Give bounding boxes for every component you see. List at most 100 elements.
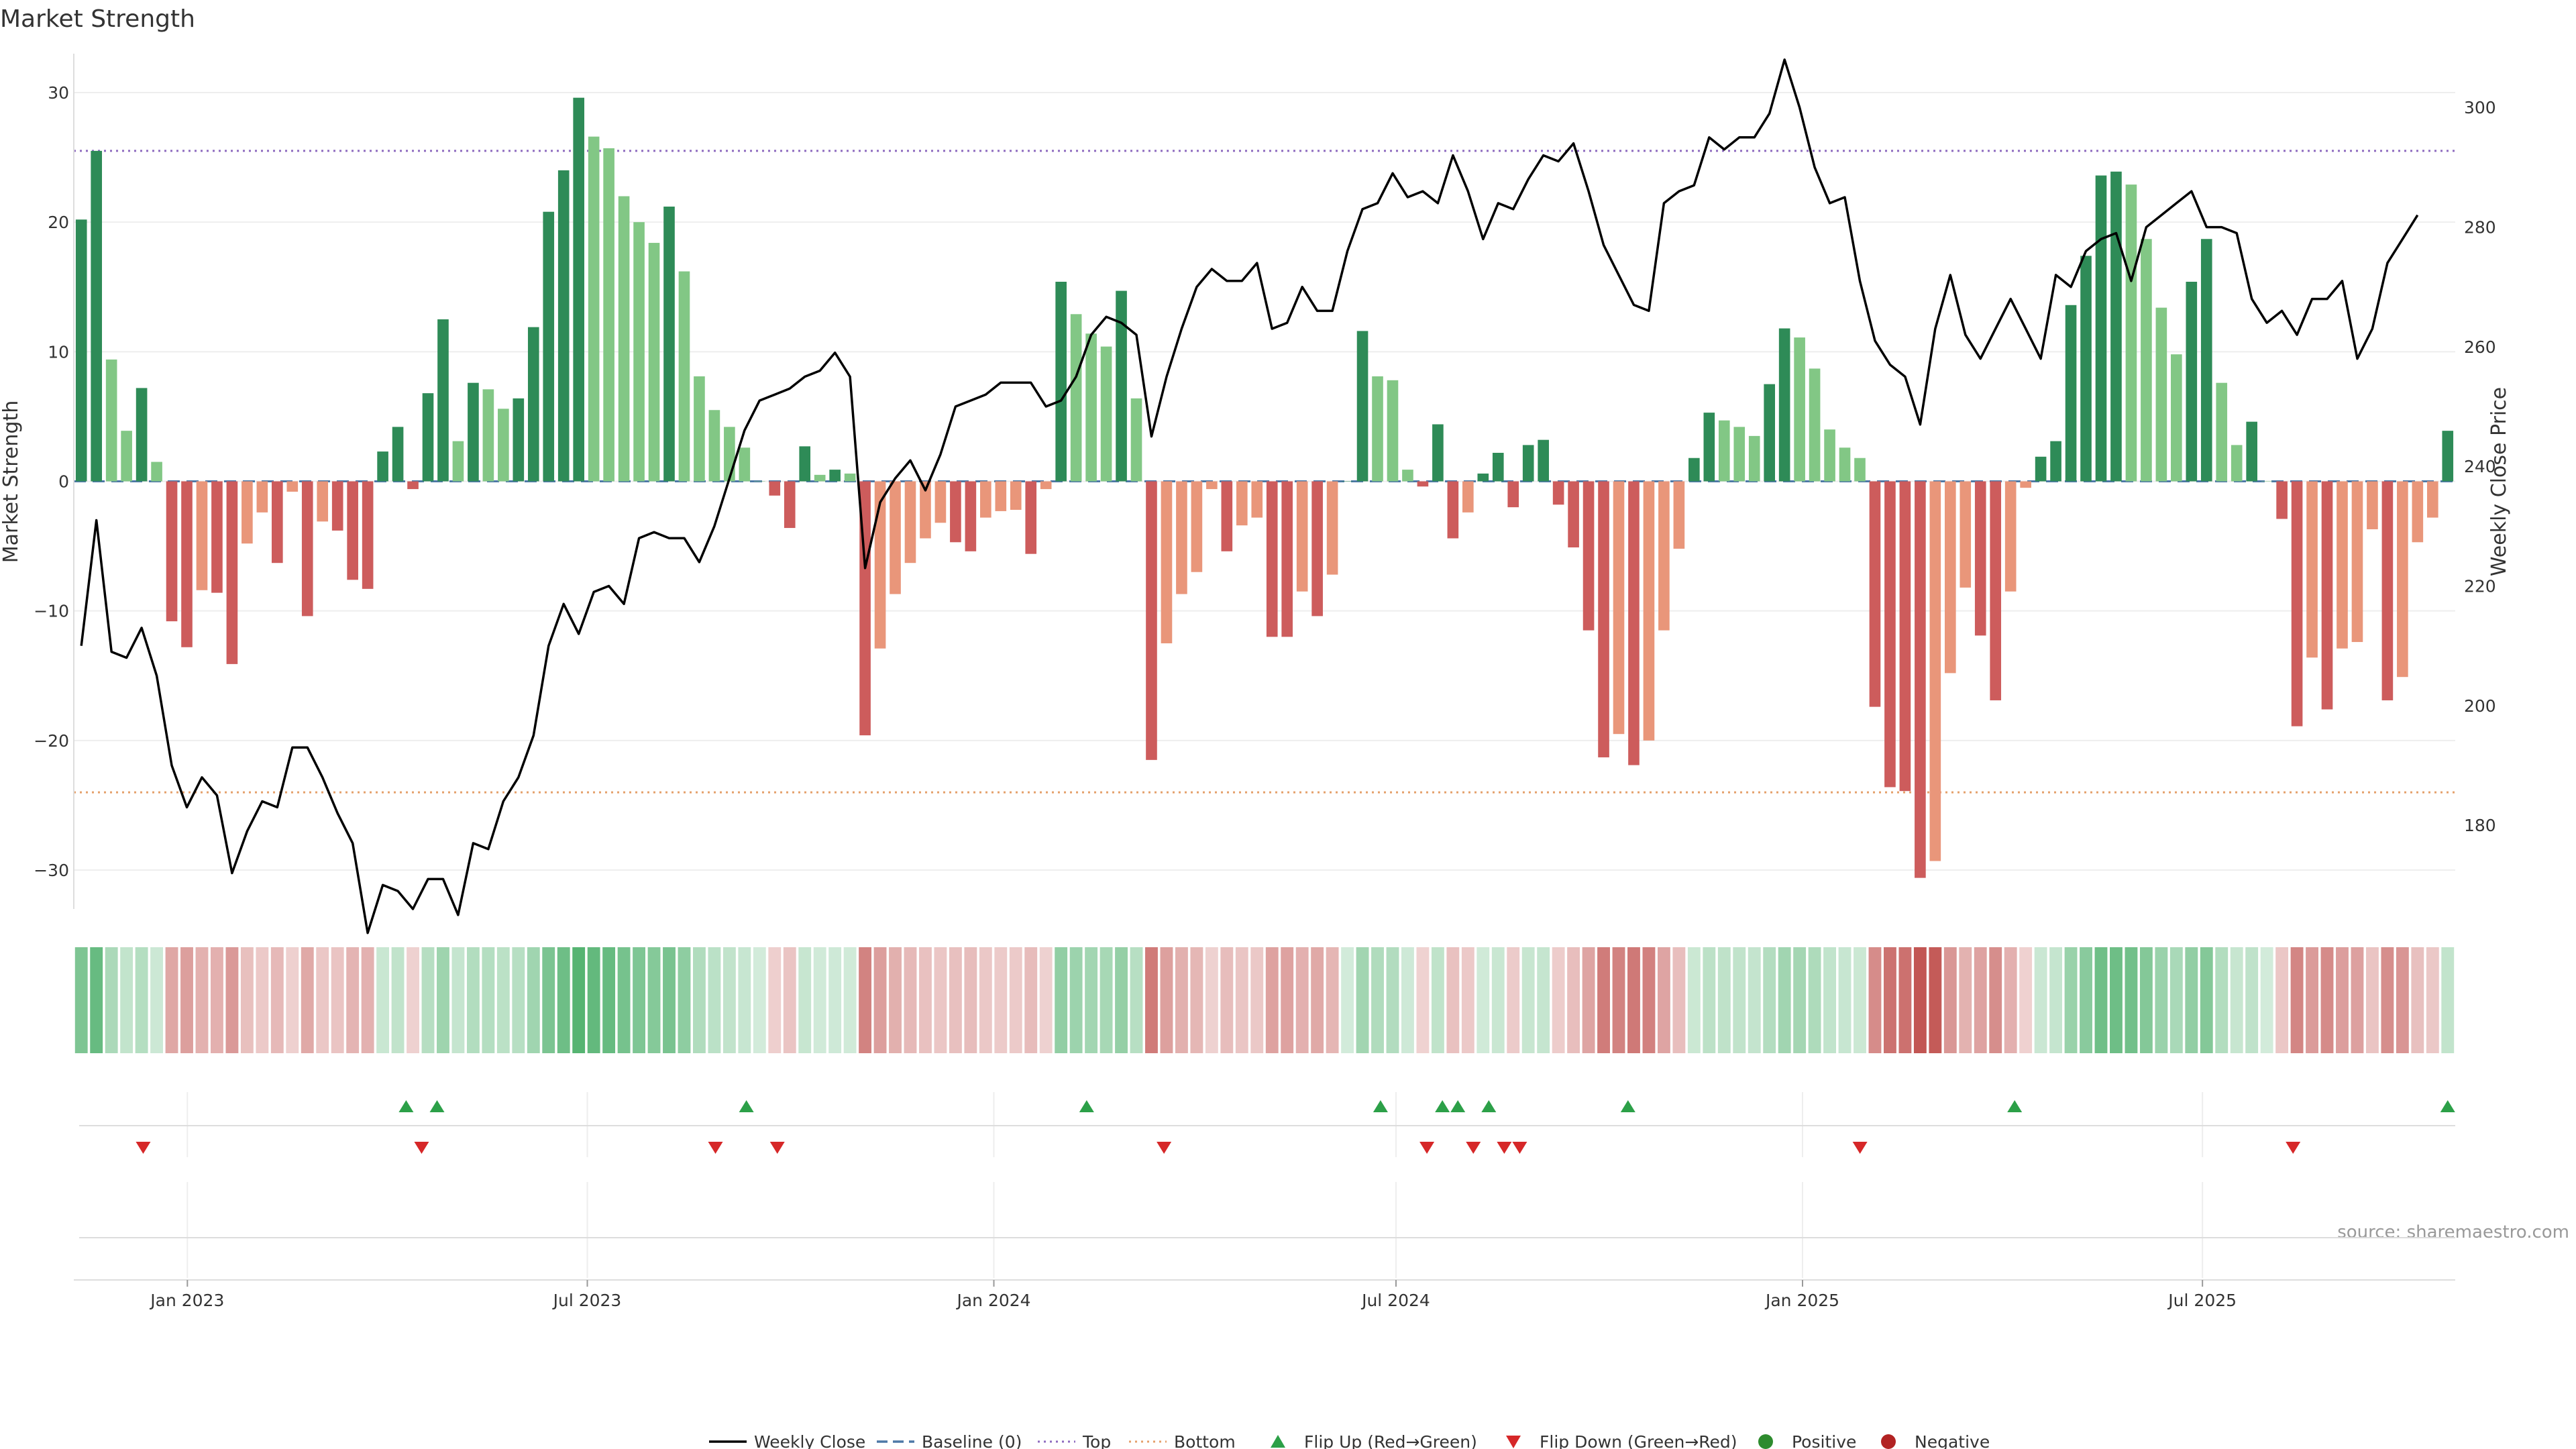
strength-bar (482, 389, 494, 482)
y2-tick-label: 240 (2464, 457, 2496, 476)
heat-cell (2215, 947, 2229, 1053)
strength-bar (1100, 346, 1112, 482)
strength-bar (1778, 328, 1790, 482)
strength-bar (1974, 481, 1986, 636)
flip-up-marker (1373, 1100, 1388, 1112)
heat-cell (2351, 947, 2364, 1053)
strength-bar (708, 410, 720, 482)
x-tick-label: Jul 2023 (552, 1291, 622, 1310)
flip-up-marker (2440, 1100, 2455, 1112)
legend: Weekly Close Baseline (0) Top Bottom Flip Up… (709, 1432, 1990, 1449)
heat-cell (316, 947, 329, 1053)
strength-bar (1794, 337, 1805, 482)
heat-cell (1099, 947, 1113, 1053)
heat-cell (994, 947, 1008, 1053)
heat-cell (617, 947, 631, 1053)
strength-bar (1025, 481, 1037, 554)
y2-tick-label: 180 (2464, 816, 2496, 835)
heat-cell (1085, 947, 1098, 1053)
y-tick-label: 10 (48, 342, 69, 362)
strength-bar (498, 409, 509, 482)
heat-cell (1039, 947, 1053, 1053)
strength-bar (814, 474, 826, 482)
strength-bar (2020, 481, 2031, 488)
heat-cell (2230, 947, 2243, 1053)
heat-cell (1115, 947, 1128, 1053)
strength-bar (1356, 331, 1368, 482)
strength-bar (769, 481, 781, 496)
flip-down-marker (1512, 1142, 1527, 1154)
strength-bar (1085, 333, 1097, 482)
y2-tick-label: 200 (2464, 696, 2496, 716)
heat-cell (1733, 947, 1746, 1053)
heat-cell (1582, 947, 1595, 1053)
strength-bar (2110, 171, 2122, 482)
heat-cell (1341, 947, 1354, 1053)
strength-bar (633, 222, 645, 482)
flip-up-marker (739, 1100, 754, 1112)
heat-cell (1446, 947, 1460, 1053)
strength-bar (347, 481, 358, 580)
heat-cell (1974, 947, 1987, 1053)
heat-cell (2110, 947, 2123, 1053)
strength-bar (1191, 481, 1203, 572)
y-tick-label: −30 (34, 861, 69, 880)
strength-bar (934, 481, 947, 523)
heat-cell (2004, 947, 2017, 1053)
y-axis-label: Market Strength (0, 400, 23, 563)
strength-bar (2080, 256, 2092, 482)
heat-cell (1808, 947, 1821, 1053)
source-label: source: sharemaestro.com (2337, 1222, 2569, 1242)
strength-bar (2321, 481, 2333, 710)
heat-cell (331, 947, 344, 1053)
heat-cell (2336, 947, 2349, 1053)
heat-cell (1672, 947, 1686, 1053)
heat-cell (843, 947, 857, 1053)
heat-cell (1130, 947, 1143, 1053)
strength-bar (1387, 380, 1399, 482)
strength-bar (890, 481, 901, 594)
strength-bar (75, 219, 87, 482)
strength-bar (1447, 481, 1459, 539)
strength-bar (1990, 481, 2002, 700)
flip-down-marker (769, 1142, 785, 1154)
heat-cell (1431, 947, 1444, 1053)
heat-cell (873, 947, 887, 1053)
heat-cell (1145, 947, 1158, 1053)
x-tick-label: Jul 2024 (1360, 1291, 1430, 1310)
strength-bar (1281, 481, 1293, 637)
legend-label: Negative (1915, 1432, 1990, 1449)
heat-cell (1763, 947, 1776, 1053)
strength-bar (513, 398, 525, 482)
heat-cell (240, 947, 254, 1053)
legend-flip-down-icon (1506, 1436, 1521, 1448)
strength-bar (1824, 429, 1835, 482)
strength-bar (2050, 441, 2061, 482)
price-line-layer (80, 58, 2419, 934)
strength-bar (331, 481, 343, 531)
heat-cell (2365, 947, 2379, 1053)
heat-cell (1913, 947, 1927, 1053)
strength-bar (2155, 307, 2167, 482)
strength-bar (211, 481, 223, 593)
strength-bar (829, 470, 841, 482)
strength-bar (1884, 481, 1896, 788)
strength-bar (437, 319, 449, 482)
flip-down-marker (708, 1142, 723, 1154)
heat-cell (1190, 947, 1203, 1053)
flip-up-marker (1481, 1100, 1497, 1112)
heat-cell (421, 947, 435, 1053)
heat-cell (270, 947, 284, 1053)
heat-cell (2381, 947, 2394, 1053)
strength-bar (648, 243, 660, 482)
strength-bar (1960, 481, 1972, 588)
heat-cell (1687, 947, 1701, 1053)
strength-bar (1507, 481, 1519, 508)
heat-cell (1055, 947, 1068, 1053)
legend-label: Flip Up (Red→Green) (1304, 1432, 1477, 1449)
y-tick-label: 20 (48, 213, 69, 232)
strength-bar (2125, 184, 2137, 482)
heat-cell (828, 947, 842, 1053)
heat-cell (889, 947, 902, 1053)
heat-cell (451, 947, 465, 1053)
